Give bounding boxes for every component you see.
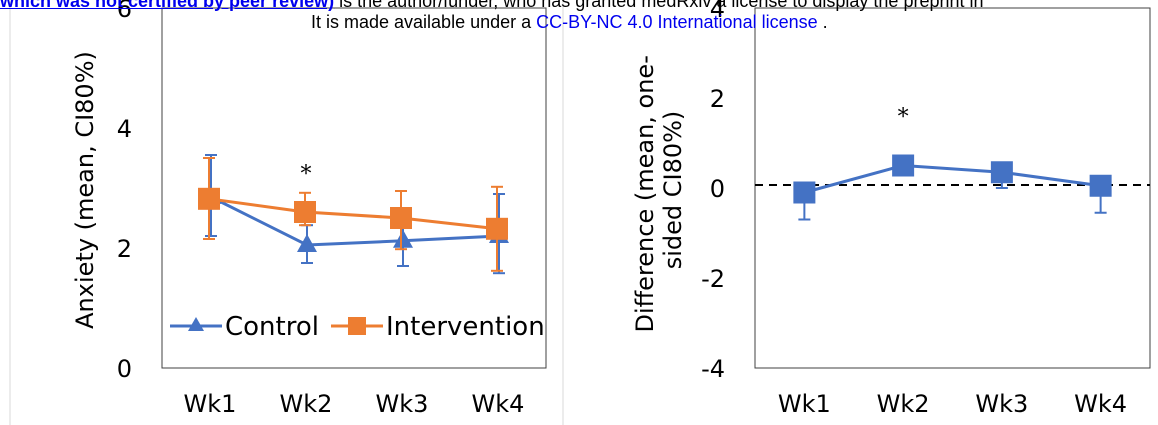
- data-point: [390, 207, 412, 229]
- notice-text-2: It is made available under a: [311, 12, 537, 32]
- preprint-notice: which was not certified by peer review) …: [0, 0, 1158, 40]
- x-tick-label: Wk2: [877, 390, 930, 418]
- y-axis-title: Difference (mean, one- sided CI80%): [631, 48, 687, 333]
- data-point: [297, 234, 317, 252]
- x-tick-label: Wk3: [975, 390, 1028, 418]
- plot-area: [161, 7, 547, 369]
- series-difference: [793, 154, 1112, 221]
- data-point: [1089, 174, 1112, 197]
- y-tick-label: -4: [701, 355, 725, 383]
- data-point: [793, 181, 816, 204]
- notice-line-2: It is made available under a CC-BY-NC 4.…: [311, 12, 828, 33]
- data-point: [990, 161, 1013, 184]
- difference-chart: -4 -2 0 2 4 Wk1 Wk2 Wk3 Wk4 Difference (mean, o…: [631, 0, 1151, 418]
- x-tick-label: Wk4: [472, 390, 525, 418]
- significance-star: *: [898, 105, 909, 130]
- y-axis-title-line1: Difference (mean, one-: [631, 55, 659, 332]
- legend-label-intervention: Intervention: [386, 312, 545, 342]
- notice-line-1: which was not certified by peer review) …: [0, 0, 983, 12]
- x-tick-label: Wk1: [184, 390, 237, 418]
- legend: Control Intervention: [170, 312, 545, 342]
- significance-star: *: [301, 162, 312, 187]
- legend-label-control: Control: [225, 312, 319, 342]
- x-tick-label: Wk2: [280, 390, 333, 418]
- y-tick-label: 4: [117, 115, 132, 143]
- data-point: [486, 217, 508, 240]
- data-point: [892, 154, 915, 177]
- y-tick-label: 2: [710, 85, 725, 113]
- y-axis-title-line2: sided CI80%): [659, 111, 687, 270]
- y-tick-label: 0: [117, 355, 132, 383]
- x-tick-label: Wk4: [1074, 390, 1127, 418]
- y-tick-label: 6: [117, 0, 132, 23]
- license-link[interactable]: CC-BY-NC 4.0 International license: [536, 12, 818, 32]
- data-point: [294, 201, 316, 223]
- x-tick-label: Wk1: [778, 390, 831, 418]
- peer-review-link[interactable]: which was not certified by peer review): [0, 0, 335, 11]
- y-tick-label: -2: [701, 265, 725, 293]
- series-line: [208, 197, 498, 231]
- y-tick-label: 4: [710, 0, 725, 23]
- notice-text-3: .: [817, 12, 828, 32]
- series-intervention: [198, 157, 508, 272]
- y-tick-label: 2: [117, 235, 132, 263]
- plot-area: [754, 7, 1151, 369]
- series-line: [210, 195, 500, 247]
- data-point: [198, 187, 220, 210]
- series-line: [803, 163, 1101, 194]
- data-point: [393, 229, 413, 248]
- x-tick-label: Wk3: [376, 390, 429, 418]
- legend-triangle-icon: [188, 317, 204, 331]
- notice-text-1: is the author/funder, who has granted me…: [334, 0, 984, 11]
- y-tick-label: 0: [710, 175, 725, 203]
- legend-square-icon: [348, 317, 366, 335]
- y-axis-title: Anxiety (mean, CI80%): [71, 51, 99, 329]
